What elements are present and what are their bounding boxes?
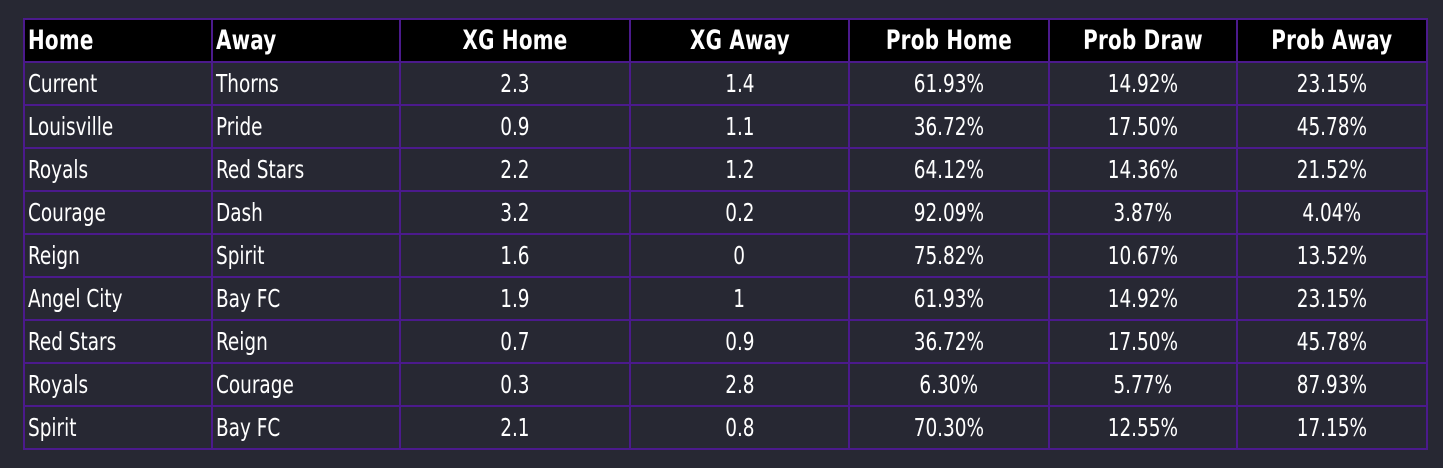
cell-home-team: Current (23, 61, 213, 106)
header-xg-home: XG Home (399, 18, 631, 63)
cell-prob-away: 87.93% (1236, 362, 1428, 407)
cell-away-team: Bay FC (211, 276, 401, 321)
cell-home-team: Royals (23, 147, 213, 192)
cell-xg-home: 1.6 (399, 233, 631, 278)
cell-xg-home: 0.7 (399, 319, 631, 364)
table-row: Angel City Bay FC 1.9 1 61.93% 14.92% 23… (23, 276, 1428, 321)
cell-xg-home: 2.1 (399, 405, 631, 450)
table-row: Spirit Bay FC 2.1 0.8 70.30% 12.55% 17.1… (23, 405, 1428, 450)
cell-prob-away: 21.52% (1236, 147, 1428, 192)
cell-prob-draw: 14.92% (1048, 61, 1238, 106)
header-prob-home: Prob Home (848, 18, 1050, 63)
cell-prob-home: 64.12% (848, 147, 1050, 192)
match-predictions-table: Home Away XG Home XG Away Prob Home Prob… (23, 18, 1428, 450)
cell-home-team: Spirit (23, 405, 213, 450)
cell-home-team: Angel City (23, 276, 213, 321)
header-away: Away (211, 18, 401, 63)
cell-away-team: Bay FC (211, 405, 401, 450)
cell-prob-home: 92.09% (848, 190, 1050, 235)
cell-away-team: Reign (211, 319, 401, 364)
cell-prob-home: 36.72% (848, 104, 1050, 149)
header-row: Home Away XG Home XG Away Prob Home Prob… (23, 18, 1428, 63)
table-row: Royals Courage 0.3 2.8 6.30% 5.77% 87.93… (23, 362, 1428, 407)
table-row: Courage Dash 3.2 0.2 92.09% 3.87% 4.04% (23, 190, 1428, 235)
cell-xg-home: 1.9 (399, 276, 631, 321)
cell-prob-away: 4.04% (1236, 190, 1428, 235)
cell-prob-away: 13.52% (1236, 233, 1428, 278)
cell-prob-away: 23.15% (1236, 61, 1428, 106)
cell-xg-away: 2.8 (629, 362, 850, 407)
table-row: Royals Red Stars 2.2 1.2 64.12% 14.36% 2… (23, 147, 1428, 192)
cell-away-team: Pride (211, 104, 401, 149)
cell-prob-home: 75.82% (848, 233, 1050, 278)
cell-prob-draw: 14.36% (1048, 147, 1238, 192)
cell-home-team: Red Stars (23, 319, 213, 364)
cell-xg-away: 0 (629, 233, 850, 278)
header-home: Home (23, 18, 213, 63)
cell-prob-home: 61.93% (848, 276, 1050, 321)
cell-prob-away: 17.15% (1236, 405, 1428, 450)
cell-xg-away: 0.2 (629, 190, 850, 235)
cell-xg-home: 3.2 (399, 190, 631, 235)
cell-xg-home: 2.3 (399, 61, 631, 106)
cell-home-team: Courage (23, 190, 213, 235)
table-row: Current Thorns 2.3 1.4 61.93% 14.92% 23.… (23, 61, 1428, 106)
table-row: Reign Spirit 1.6 0 75.82% 10.67% 13.52% (23, 233, 1428, 278)
cell-prob-home: 70.30% (848, 405, 1050, 450)
cell-prob-draw: 12.55% (1048, 405, 1238, 450)
cell-prob-away: 45.78% (1236, 319, 1428, 364)
header-prob-away: Prob Away (1236, 18, 1428, 63)
cell-xg-home: 2.2 (399, 147, 631, 192)
cell-home-team: Louisville (23, 104, 213, 149)
header-prob-draw: Prob Draw (1048, 18, 1238, 63)
cell-away-team: Thorns (211, 61, 401, 106)
cell-xg-away: 1.4 (629, 61, 850, 106)
cell-prob-home: 36.72% (848, 319, 1050, 364)
cell-away-team: Dash (211, 190, 401, 235)
cell-away-team: Spirit (211, 233, 401, 278)
cell-xg-away: 1.1 (629, 104, 850, 149)
cell-away-team: Courage (211, 362, 401, 407)
cell-prob-home: 6.30% (848, 362, 1050, 407)
cell-home-team: Reign (23, 233, 213, 278)
cell-xg-away: 0.9 (629, 319, 850, 364)
table-row: Red Stars Reign 0.7 0.9 36.72% 17.50% 45… (23, 319, 1428, 364)
cell-xg-away: 1.2 (629, 147, 850, 192)
cell-prob-draw: 10.67% (1048, 233, 1238, 278)
cell-away-team: Red Stars (211, 147, 401, 192)
cell-prob-draw: 5.77% (1048, 362, 1238, 407)
header-xg-away: XG Away (629, 18, 850, 63)
cell-prob-away: 23.15% (1236, 276, 1428, 321)
cell-prob-draw: 17.50% (1048, 104, 1238, 149)
cell-prob-away: 45.78% (1236, 104, 1428, 149)
cell-xg-home: 0.3 (399, 362, 631, 407)
cell-xg-away: 0.8 (629, 405, 850, 450)
cell-prob-home: 61.93% (848, 61, 1050, 106)
cell-prob-draw: 17.50% (1048, 319, 1238, 364)
cell-xg-home: 0.9 (399, 104, 631, 149)
table-row: Louisville Pride 0.9 1.1 36.72% 17.50% 4… (23, 104, 1428, 149)
cell-home-team: Royals (23, 362, 213, 407)
cell-prob-draw: 14.92% (1048, 276, 1238, 321)
cell-prob-draw: 3.87% (1048, 190, 1238, 235)
cell-xg-away: 1 (629, 276, 850, 321)
match-predictions-table-container: Home Away XG Home XG Away Prob Home Prob… (23, 18, 1428, 450)
